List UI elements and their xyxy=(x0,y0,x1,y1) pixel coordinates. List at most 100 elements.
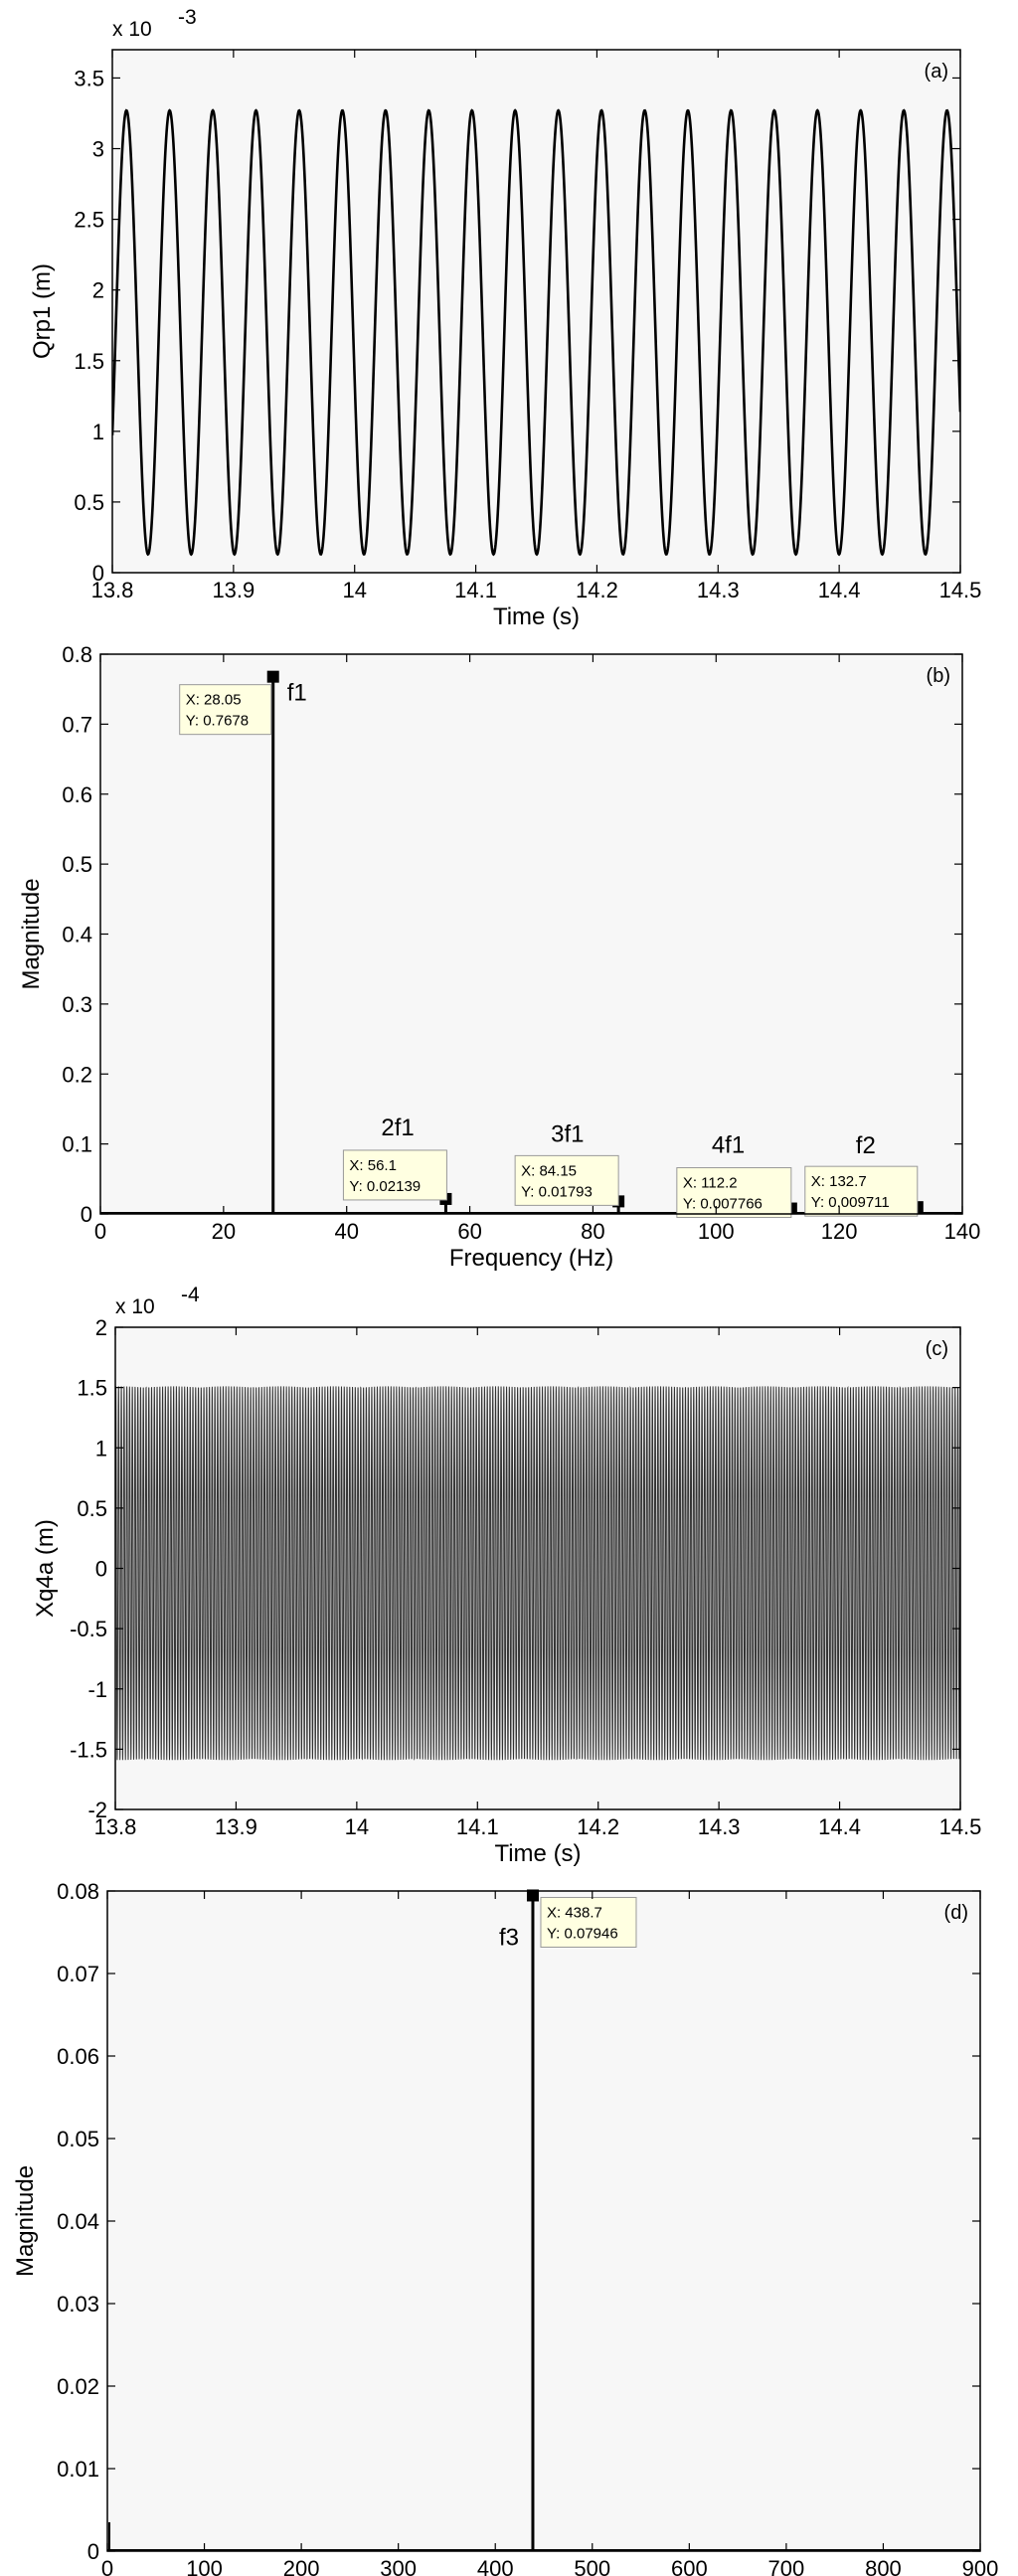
x-tick-label: 0 xyxy=(94,1219,106,1244)
chart-d: X: 438.7 Y: 0.07946 f3 0 100 200 300 400 500 600 7… xyxy=(12,1879,998,2576)
datatip-x-2f1: X: 56.1 xyxy=(349,1157,397,1174)
x-tick-label: 300 xyxy=(380,2556,417,2576)
y-axis-label: Magnitude xyxy=(12,2165,39,2277)
peak-name-4f1: 4f1 xyxy=(712,1132,745,1159)
datatip-marker-f3 xyxy=(526,1889,539,1902)
x-tick-label: 14.1 xyxy=(454,578,497,602)
datatip-y-f1: Y: 0.7678 xyxy=(186,713,249,730)
series-line xyxy=(112,108,960,557)
y-tick-label: 0.01 xyxy=(57,2457,99,2482)
y-tick-label: 0.5 xyxy=(62,852,92,877)
x-tick-label: 14.5 xyxy=(939,1814,982,1839)
y-tick-label: 0.07 xyxy=(57,1962,99,1986)
y-axis-label: Magnitude xyxy=(18,878,45,989)
x-tick-label: 700 xyxy=(768,2556,805,2576)
series-line xyxy=(115,1385,960,1761)
y-tick-label: 0 xyxy=(95,1557,107,1582)
y-tick-label: 1.5 xyxy=(77,1376,107,1401)
chart-c: 13.8 13.9 14 14.1 14.2 14.3 14.4 14.5 -2 -1.5 -1 -0… xyxy=(32,1284,981,1867)
x-tick-label: 13.8 xyxy=(94,1814,137,1839)
chart-a: 13.8 13.9 14 14.1 14.2 14.3 14.4 14.5 0 0.5 1 1.5 2 2… xyxy=(29,6,981,630)
x-tick-label: 80 xyxy=(581,1219,604,1244)
peak-name-f1: f1 xyxy=(287,680,307,707)
x-tick-label: 14.4 xyxy=(818,1814,861,1839)
datatip-y-3f1: Y: 0.01793 xyxy=(521,1183,593,1200)
datatip-3f1 xyxy=(514,1154,619,1206)
datatip-y-2f1: Y: 0.02139 xyxy=(349,1178,421,1195)
panel-label: (b) xyxy=(927,665,950,687)
y-tick-label: 0.03 xyxy=(57,2292,99,2317)
y-tick-label: 0.7 xyxy=(62,712,92,737)
x-tick-label: 500 xyxy=(574,2556,610,2576)
x-tick-label: 200 xyxy=(283,2556,320,2576)
axis-exponent-base: x 10 xyxy=(112,18,152,41)
plot-area xyxy=(100,654,962,1214)
panel-label: (c) xyxy=(926,1338,948,1360)
axis-exponent-power: -3 xyxy=(178,6,197,29)
x-tick-label: 14 xyxy=(342,578,366,602)
datatip-y-f3: Y: 0.07946 xyxy=(547,1925,618,1942)
x-tick-label: 14.3 xyxy=(698,1814,741,1839)
peak-name-2f1: 2f1 xyxy=(381,1115,414,1141)
x-tick-label: 20 xyxy=(212,1219,236,1244)
x-tick-label: 14.3 xyxy=(697,578,740,602)
y-tick-label: 2 xyxy=(95,1315,107,1340)
plot-area xyxy=(107,1891,980,2551)
datatip-f2 xyxy=(804,1165,919,1217)
y-tick-label: 0 xyxy=(87,2539,99,2564)
y-axis-label: Qrp1 (m) xyxy=(29,263,56,359)
y-tick-label: 0.4 xyxy=(62,923,92,947)
y-tick-label: 0.5 xyxy=(77,1496,107,1521)
y-tick-label: -1.5 xyxy=(70,1737,107,1762)
x-tick-label: 14.4 xyxy=(818,578,861,602)
y-axis-label: Xq4a (m) xyxy=(32,1519,59,1618)
axes-frame xyxy=(111,49,961,574)
datatip-x-f2: X: 132.7 xyxy=(811,1173,867,1190)
datatip-f3 xyxy=(540,1896,637,1948)
x-tick-label: 100 xyxy=(698,1219,735,1244)
x-tick-label: 14.2 xyxy=(577,1814,619,1839)
y-tick-label: 0.8 xyxy=(62,642,92,667)
x-tick-label: 14 xyxy=(345,1814,369,1839)
x-tick-label: 13.8 xyxy=(91,578,134,602)
x-tick-label: 14.5 xyxy=(939,578,982,602)
y-tick-label: -0.5 xyxy=(70,1617,107,1641)
axis-exponent-base: x 10 xyxy=(115,1295,155,1318)
datatip-y-f2: Y: 0.009711 xyxy=(811,1194,890,1211)
y-tick-label: 0 xyxy=(92,561,104,586)
x-tick-label: 14.2 xyxy=(576,578,618,602)
y-tick-label: 0.05 xyxy=(57,2127,99,2151)
y-tick-label: 0.1 xyxy=(62,1132,92,1157)
datatip-4f1 xyxy=(676,1167,792,1219)
y-tick-label: 1 xyxy=(95,1436,107,1460)
x-axis-label: Frequency (Hz) xyxy=(449,1245,613,1272)
y-tick-label: 1 xyxy=(92,420,104,444)
datatip-marker-f1 xyxy=(266,670,279,683)
x-tick-label: 13.9 xyxy=(212,578,254,602)
y-tick-label: 2.5 xyxy=(74,208,104,233)
x-tick-label: 40 xyxy=(334,1219,358,1244)
chart-b: X: 28.05 Y: 0.7678 f1 X: 56.1 Y: 0.02139 2f1 X… xyxy=(18,642,980,1272)
datatip-2f1 xyxy=(342,1149,447,1201)
y-tick-label: -2 xyxy=(87,1798,107,1822)
x-tick-label: 900 xyxy=(962,2556,999,2576)
y-tick-label: 0.6 xyxy=(62,782,92,807)
x-tick-label: 120 xyxy=(821,1219,858,1244)
x-tick-label: 100 xyxy=(186,2556,223,2576)
y-tick-label: 0.04 xyxy=(57,2209,99,2234)
peak-name-f3: f3 xyxy=(499,1924,519,1951)
datatip-x-3f1: X: 84.15 xyxy=(521,1162,577,1179)
y-tick-label: 0.08 xyxy=(57,1879,99,1904)
peak-name-f2: f2 xyxy=(856,1132,876,1159)
y-tick-label: 1.5 xyxy=(74,349,104,374)
y-tick-label: 0.02 xyxy=(57,2374,99,2399)
y-tick-label: 3.5 xyxy=(74,66,104,90)
peak-name-3f1: 3f1 xyxy=(551,1120,584,1147)
y-tick-label: 0 xyxy=(81,1202,92,1227)
datatip-x-f3: X: 438.7 xyxy=(547,1904,602,1921)
y-tick-label: 0.5 xyxy=(74,490,104,515)
datatip-x-4f1: X: 112.2 xyxy=(683,1175,738,1192)
y-tick-label: 0.06 xyxy=(57,2044,99,2069)
y-tick-label: 0.2 xyxy=(62,1062,92,1087)
x-axis-label: Time (s) xyxy=(493,603,580,630)
